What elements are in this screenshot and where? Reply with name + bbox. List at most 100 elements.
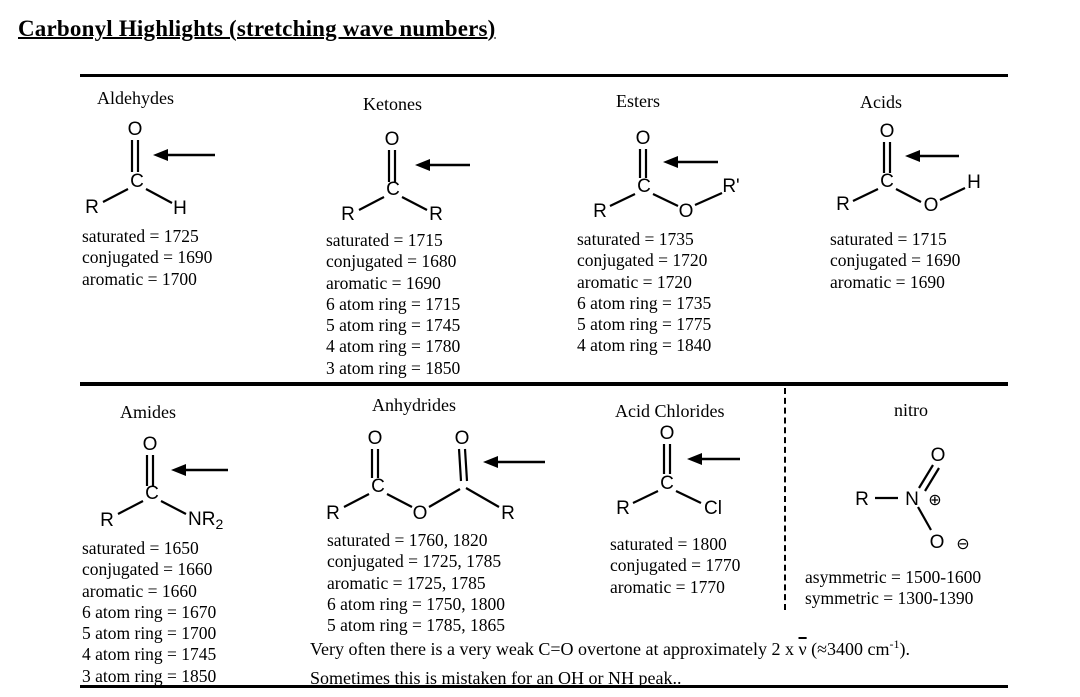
co-stretch-arrow-icon: [905, 150, 959, 162]
single-bonds: [875, 496, 932, 531]
group-title-amides: Amides: [120, 402, 176, 422]
atom-cl: Cl: [704, 498, 722, 519]
nu-bar-symbol: ν: [798, 639, 807, 659]
atom-o: O: [636, 128, 651, 149]
page-title: Carbonyl Highlights (stretching wave num…: [18, 16, 496, 41]
value-line: conjugated = 1690: [82, 247, 213, 268]
values-aldehydes: saturated = 1725 conjugated = 1690 aroma…: [82, 226, 212, 290]
co-stretch-arrow-icon: [171, 464, 228, 476]
values-nitro: asymmetric = 1500-1600 symmetric = 1300-…: [805, 567, 981, 610]
value-line: 3 atom ring = 1850: [82, 665, 217, 686]
atom-h: H: [967, 172, 981, 193]
value-line: saturated = 1650: [82, 538, 199, 558]
atom-c: C: [880, 171, 894, 192]
double-bond: [918, 464, 940, 492]
atom-r: R: [836, 194, 850, 215]
value-line: saturated = 1760, 1820: [327, 530, 488, 550]
atom-r: R: [85, 197, 99, 218]
double-bond: [145, 455, 155, 486]
value-line: 5 atom ring = 1785, 1865: [327, 615, 506, 636]
co-stretch-arrow-icon: [415, 159, 470, 171]
atom-o-top: O: [931, 445, 946, 466]
atom-o-right-top: O: [455, 428, 470, 449]
group-title-anhydrides: Anhydrides: [372, 395, 456, 415]
atom-n: N: [905, 489, 919, 510]
atom-c: C: [145, 483, 159, 504]
amide-structure: O C R NR2: [100, 434, 228, 532]
atom-r-left: R: [341, 204, 355, 225]
value-line: asymmetric = 1500-1600: [805, 567, 982, 587]
atom-r: R: [616, 498, 630, 519]
atom-r-prime: R': [722, 176, 739, 197]
value-line: symmetric = 1300-1390: [805, 588, 974, 609]
atom-r-right: R: [429, 204, 443, 225]
value-line: conjugated = 1720: [577, 250, 708, 271]
value-line: conjugated = 1690: [830, 250, 961, 271]
value-line: saturated = 1735: [577, 229, 694, 249]
atom-o: O: [660, 423, 675, 444]
values-ketones: saturated = 1715 conjugated = 1680 aroma…: [326, 230, 460, 379]
dashed-separator: [784, 388, 786, 610]
atom-o: O: [385, 129, 400, 150]
anhydride-structure: O C R O O R: [326, 428, 545, 524]
values-anhydrides: saturated = 1760, 1820 conjugated = 1725…: [327, 530, 505, 636]
value-line: aromatic = 1725, 1785: [327, 572, 486, 593]
group-title-nitro: nitro: [894, 400, 928, 420]
divider-middle: [80, 382, 1008, 386]
single-bonds: [358, 196, 428, 211]
single-bonds: [852, 187, 966, 203]
value-line: 5 atom ring = 1700: [82, 623, 217, 644]
value-line: aromatic = 1700: [82, 268, 197, 289]
atom-o-bottom: O: [930, 532, 945, 553]
group-title-acid-chlorides: Acid Chlorides: [615, 401, 725, 421]
atom-nr2-sub: 2: [215, 516, 223, 532]
exponent: -1: [889, 637, 900, 651]
value-line: 6 atom ring = 1670: [82, 601, 217, 622]
value-line: aromatic = 1690: [326, 272, 441, 293]
divider-top: [80, 74, 1008, 77]
overtone-note-line1: Very often there is a very weak C=O over…: [310, 630, 910, 664]
value-line: saturated = 1800: [610, 534, 727, 554]
atom-r-right: R: [501, 503, 515, 524]
value-line: 4 atom ring = 1745: [82, 644, 217, 665]
atom-h: H: [173, 198, 187, 219]
acid-chloride-structure: O C R Cl: [616, 423, 740, 519]
nitro-structure: R N O ⊕ O ⊖: [855, 445, 970, 553]
atom-c: C: [660, 473, 674, 494]
value-line: saturated = 1715: [830, 229, 947, 249]
atom-o-hydroxyl: O: [924, 195, 939, 216]
value-line: aromatic = 1770: [610, 576, 725, 597]
atom-r: R: [593, 201, 607, 222]
values-acid-chlorides: saturated = 1800 conjugated = 1770 aroma…: [610, 534, 740, 598]
co-stretch-arrow-icon: [687, 453, 740, 465]
value-line: 6 atom ring = 1750, 1800: [327, 593, 506, 614]
double-bond-right: [457, 448, 469, 482]
single-bonds: [102, 188, 173, 204]
value-line: conjugated = 1660: [82, 559, 213, 580]
plus-charge-icon: ⊕: [928, 490, 941, 509]
ketone-structure: O C R R: [341, 129, 470, 225]
ester-structure: O C R O R': [593, 128, 740, 222]
value-line: saturated = 1715: [326, 230, 443, 250]
atom-o-left-top: O: [368, 428, 383, 449]
value-line: aromatic = 1690: [830, 271, 945, 292]
atom-nr2: NR2: [188, 509, 223, 532]
atom-o-ester: O: [679, 201, 694, 222]
value-line: 4 atom ring = 1780: [326, 336, 461, 357]
co-stretch-arrow-icon: [153, 149, 215, 161]
value-line: 3 atom ring = 1850: [326, 357, 461, 378]
value-line: 4 atom ring = 1840: [577, 335, 712, 356]
value-line: 5 atom ring = 1745: [326, 315, 461, 336]
note-text: Very often there is a very weak C=O over…: [310, 639, 799, 659]
note-text: (≈3400 cm: [806, 639, 890, 659]
value-line: conjugated = 1770: [610, 555, 741, 576]
overtone-note: Very often there is a very weak C=O over…: [310, 630, 910, 693]
atom-o: O: [880, 121, 895, 142]
overtone-note-line2: Sometimes this is mistaken for an OH or …: [310, 668, 682, 688]
aldehyde-structure: O C R H: [85, 119, 215, 219]
atom-nr2-main: NR: [188, 509, 215, 530]
minus-charge-icon: ⊖: [956, 534, 969, 553]
atom-o: O: [128, 119, 143, 140]
value-line: 6 atom ring = 1735: [577, 292, 712, 313]
